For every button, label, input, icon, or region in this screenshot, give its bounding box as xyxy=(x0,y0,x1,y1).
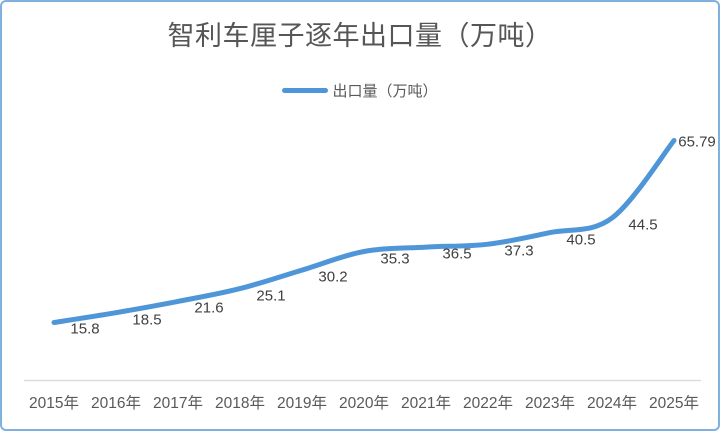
x-axis-label: 2025年 xyxy=(649,395,699,412)
x-axis-label: 2023年 xyxy=(525,395,575,412)
x-axis-label: 2015年 xyxy=(29,395,79,412)
data-label: 25.1 xyxy=(256,287,286,305)
data-label: 40.5 xyxy=(566,231,596,249)
data-label: 36.5 xyxy=(442,245,472,263)
data-label: 44.5 xyxy=(628,216,658,234)
legend-line-swatch xyxy=(282,87,329,93)
data-label: 35.3 xyxy=(380,250,410,267)
data-label: 30.2 xyxy=(318,268,348,286)
chart-title: 智利车厘子逐年出口量（万吨） xyxy=(167,21,553,51)
data-label: 37.3 xyxy=(504,242,534,260)
series-line xyxy=(51,138,677,325)
data-label: 21.6 xyxy=(194,299,224,317)
data-label: 15.8 xyxy=(70,320,100,338)
x-axis-label: 2016年 xyxy=(91,395,141,412)
data-label: 18.5 xyxy=(132,311,162,329)
x-axis-label: 2020年 xyxy=(339,395,389,412)
chart-legend: 出口量（万吨） xyxy=(2,78,718,102)
x-axis-label: 2021年 xyxy=(401,395,451,412)
x-axis-label: 2024年 xyxy=(587,395,637,412)
x-axis-label: 2019年 xyxy=(277,395,327,412)
legend-label: 出口量（万吨） xyxy=(332,82,438,100)
data-label: 65.79 xyxy=(678,133,716,151)
x-axis-label: 2017年 xyxy=(153,395,203,412)
x-axis-label: 2022年 xyxy=(463,395,513,412)
x-axis-label: 2018年 xyxy=(215,395,265,412)
